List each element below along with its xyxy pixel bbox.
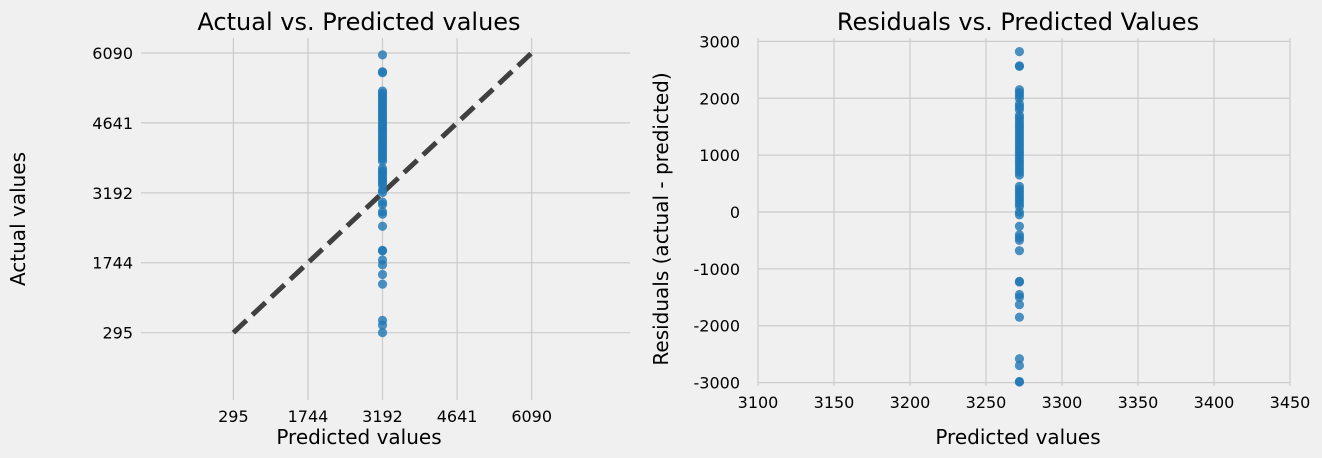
y-tick-label: 3192 (92, 184, 133, 203)
y-tick-label: 3000 (699, 32, 740, 51)
x-tick-label: 4641 (437, 407, 478, 426)
scatter-point (1014, 170, 1025, 180)
scatter-point (377, 221, 388, 231)
scatter-point (377, 50, 388, 60)
scatter-point (377, 320, 388, 330)
x-tick-label: 6090 (511, 407, 552, 426)
y-tick-label: 1000 (699, 146, 740, 165)
x-tick-labels: 295 1744 3192 4641 6090 (218, 407, 552, 426)
scatter-point (1014, 210, 1025, 220)
scatter-point (377, 199, 388, 210)
scatter-point (1014, 292, 1025, 302)
scatter-point (1014, 61, 1025, 72)
x-tick-label: 3450 (1270, 393, 1311, 412)
scatter-point (377, 260, 388, 270)
x-tick-label: 295 (218, 407, 249, 426)
scatter-point (1014, 300, 1025, 310)
y-tick-label: 1744 (92, 254, 133, 273)
x-tick-label: 3300 (1042, 393, 1083, 412)
scatter-point (1014, 360, 1025, 371)
y-tick-label: 0 (730, 203, 740, 222)
scatter-point (377, 68, 388, 78)
x-tick-label: 3192 (362, 407, 403, 426)
scatter-points (1014, 47, 1025, 387)
scatter-point (377, 187, 388, 198)
x-tick-label: 3100 (738, 393, 779, 412)
scatter-points (377, 50, 388, 338)
scatter-point (377, 246, 388, 256)
y-axis-label: Actual values (6, 152, 30, 286)
x-tick-label: 3150 (814, 393, 855, 412)
scatter-point (1014, 221, 1025, 231)
y-tick-label: -1000 (694, 260, 741, 279)
scatter-point (1014, 246, 1025, 256)
chart-actual-vs-predicted: 295 1744 3192 4641 6090 2951744319246416090 … (6, 8, 630, 449)
chart-title: Actual vs. Predicted values (197, 8, 520, 36)
x-tick-label: 3200 (890, 393, 931, 412)
x-tick-labels: 3100 3150 3200 3250 3300 3350 3400 3450 (738, 393, 1311, 412)
scatter-point (377, 269, 388, 280)
y-tick-label: 4641 (92, 114, 133, 133)
scatter-point (1014, 47, 1025, 57)
scatter-point (377, 156, 388, 166)
scatter-point (1014, 312, 1025, 322)
x-tick-label: 3350 (1118, 393, 1159, 412)
x-tick-label: 3250 (966, 393, 1007, 412)
scatter-point (377, 209, 388, 219)
y-tick-labels: -3000 -2000 -1000 0 1000 2000 3000 (694, 32, 741, 392)
reference-line-diagonal (231, 51, 534, 335)
y-tick-label: 6090 (92, 44, 133, 63)
x-tick-label: 3400 (1194, 393, 1235, 412)
x-axis-label: Predicted values (935, 425, 1100, 449)
y-axis-label: Residuals (actual - predicted) (649, 72, 673, 365)
scatter-point (1014, 277, 1025, 287)
y-tick-label: -2000 (694, 317, 741, 336)
y-tick-label: 295 (102, 324, 133, 343)
scatter-point (377, 328, 388, 338)
y-tick-label: -3000 (694, 374, 741, 393)
scatter-point (1014, 354, 1025, 364)
scatter-point (1014, 377, 1025, 387)
x-tick-label: 1744 (288, 407, 329, 426)
chart-residuals-vs-predicted: 3100 3150 3200 3250 3300 3350 3400 3450 -3000 -2… (649, 8, 1310, 449)
y-tick-label: 2000 (699, 89, 740, 108)
chart-title: Residuals vs. Predicted Values (837, 8, 1199, 36)
reference-line (231, 51, 534, 335)
y-tick-labels: 295 1744 3192 4641 6090 (92, 44, 133, 343)
scatter-point (1014, 235, 1025, 246)
scatter-point (377, 279, 388, 289)
x-axis-label: Predicted values (276, 425, 441, 449)
